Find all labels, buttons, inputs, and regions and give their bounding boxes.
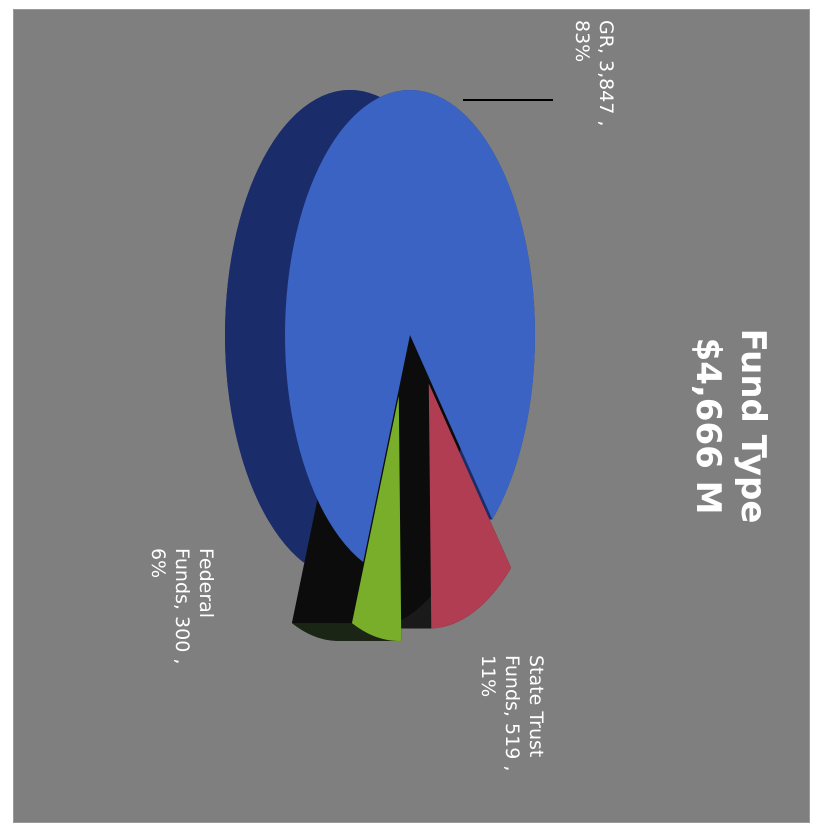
chart-title-group: Fund Type $4,666 M — [688, 329, 773, 524]
slice-label-line: Funds, 300 , — [171, 548, 193, 664]
chart-subtitle: $4,666 M — [688, 338, 728, 515]
slice-label-line: GR, 3,847 , — [595, 20, 617, 126]
pie-slice-rim — [291, 623, 402, 641]
pie-slice-state-trust-funds — [428, 383, 512, 629]
slice-label-line: Funds, 519 , — [501, 655, 523, 771]
slice-label-gr: GR, 3,847 ,83% — [571, 20, 617, 126]
slice-label-line: 83% — [571, 20, 593, 62]
chart-title: Fund Type — [733, 329, 773, 524]
slice-label-line: Federal — [195, 548, 217, 618]
slice-label-line: 11% — [477, 655, 499, 697]
slice-label-line: State Trust — [525, 655, 547, 757]
pie-face-layer — [285, 89, 535, 641]
pie-slice-gr — [285, 89, 535, 563]
slice-label-line: 6% — [147, 548, 169, 578]
pie-slice-federal-funds — [351, 395, 402, 641]
